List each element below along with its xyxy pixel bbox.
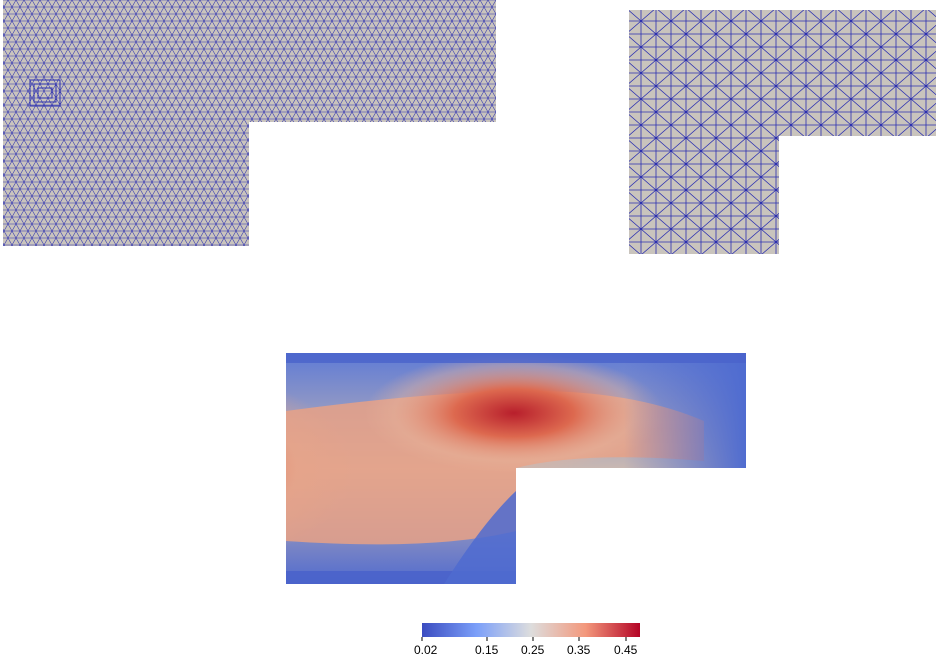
mesh-overview-panel <box>3 0 496 246</box>
mesh-edges <box>3 0 496 246</box>
colorbar-tick-4: 0.45 <box>614 643 638 657</box>
scalar-field-plot <box>286 353 746 584</box>
field-right-cold <box>624 353 746 471</box>
colorbar: 0.02 0.15 0.25 0.35 0.45 <box>414 623 640 657</box>
mesh-zoom-panel <box>629 10 936 254</box>
zoom-mesh-edges <box>629 10 936 254</box>
colorbar-gradient <box>422 623 640 637</box>
colorbar-tick-1: 0.15 <box>475 643 499 657</box>
colorbar-tick-0: 0.02 <box>414 643 438 657</box>
colorbar-tick-3: 0.35 <box>567 643 591 657</box>
colorbar-tick-2: 0.25 <box>521 643 545 657</box>
hotspot-top <box>364 353 664 473</box>
